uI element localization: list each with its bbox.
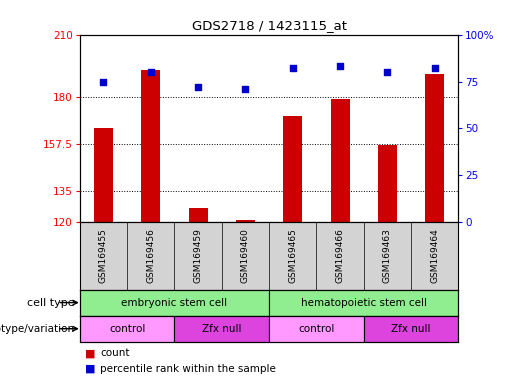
Text: GSM169456: GSM169456 [146, 228, 156, 283]
Text: GSM169463: GSM169463 [383, 228, 392, 283]
Bar [364, 316, 458, 342]
Bar [269, 316, 364, 342]
Bar [80, 290, 269, 316]
Text: genotype/variation: genotype/variation [0, 324, 75, 334]
Bar [94, 129, 113, 222]
Text: Zfx null: Zfx null [202, 324, 242, 334]
Text: GSM169464: GSM169464 [430, 228, 439, 283]
Bar [141, 70, 160, 222]
Point [383, 69, 391, 75]
Bar [378, 145, 397, 222]
Text: embryonic stem cell: embryonic stem cell [122, 298, 228, 308]
Text: count: count [100, 348, 130, 358]
Point [431, 65, 439, 71]
Point [336, 63, 344, 70]
Point [194, 84, 202, 90]
Bar [80, 316, 175, 342]
Title: GDS2718 / 1423115_at: GDS2718 / 1423115_at [192, 19, 347, 32]
Text: cell type: cell type [27, 298, 75, 308]
Bar [331, 99, 350, 222]
Bar [283, 116, 302, 222]
Bar [188, 208, 208, 222]
Bar [236, 220, 255, 222]
Bar [425, 74, 444, 222]
Bar [175, 316, 269, 342]
Point [242, 86, 250, 92]
Text: GSM169466: GSM169466 [336, 228, 345, 283]
Text: GSM169465: GSM169465 [288, 228, 297, 283]
Point [147, 69, 155, 75]
Point [99, 78, 108, 84]
Text: Zfx null: Zfx null [391, 324, 431, 334]
Text: GSM169460: GSM169460 [241, 228, 250, 283]
Bar [269, 290, 458, 316]
Text: control: control [109, 324, 145, 334]
Text: hematopoietic stem cell: hematopoietic stem cell [301, 298, 427, 308]
Point [288, 65, 297, 71]
Text: ■: ■ [85, 348, 95, 358]
Text: GSM169455: GSM169455 [99, 228, 108, 283]
Text: percentile rank within the sample: percentile rank within the sample [100, 364, 277, 374]
Text: GSM169459: GSM169459 [194, 228, 202, 283]
Text: ■: ■ [85, 364, 95, 374]
Text: control: control [298, 324, 335, 334]
